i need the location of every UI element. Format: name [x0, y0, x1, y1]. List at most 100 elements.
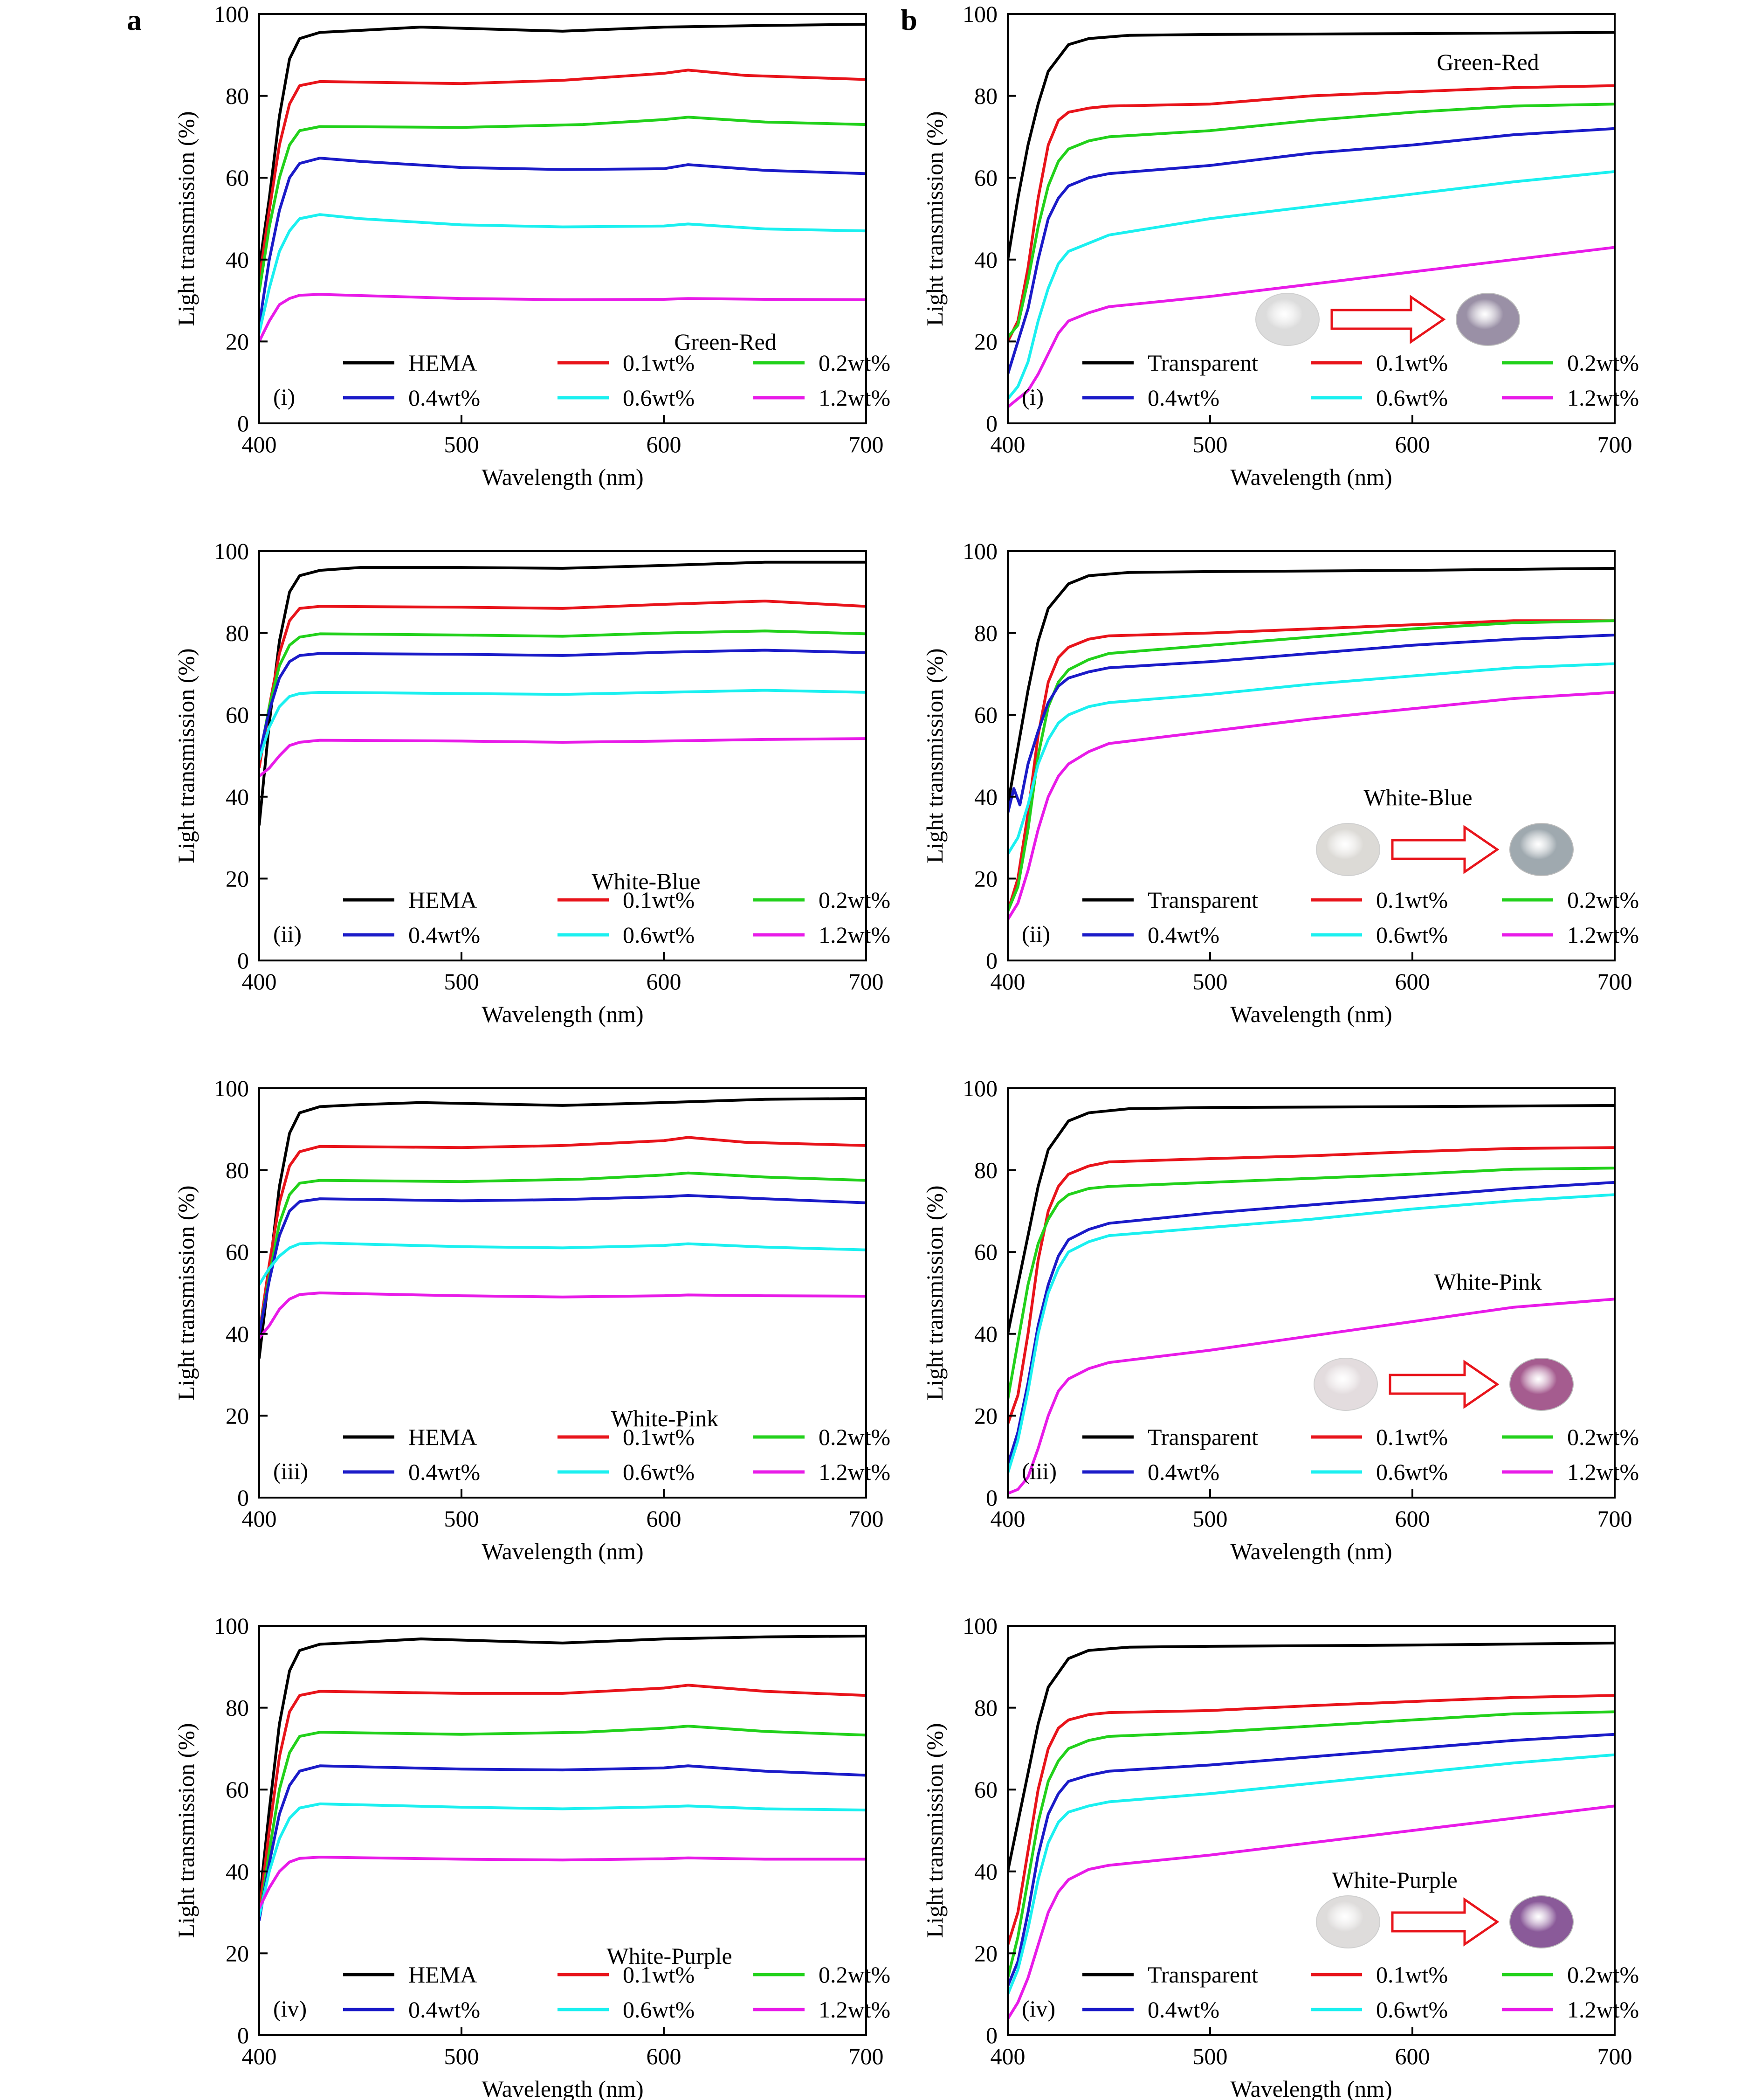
y-tick-label: 20 [226, 328, 249, 354]
y-tick-label: 40 [226, 247, 249, 273]
y-axis-label: Light transmission (%) [922, 1185, 948, 1400]
x-tick-label: 600 [1395, 968, 1430, 995]
legend-label: Transparent [1148, 1962, 1258, 1988]
y-tick-label: 40 [226, 1858, 249, 1885]
x-axis-label: Wavelength (nm) [1230, 2076, 1392, 2100]
plot-frame [258, 1087, 867, 1499]
panel-tag: (i) [273, 384, 295, 410]
y-tick-label: 0 [237, 2022, 249, 2048]
sample-label: Green-Red [674, 329, 776, 355]
legend-label: 0.4wt% [408, 1459, 480, 1485]
series-line [1008, 619, 1615, 912]
sample-photo-after [1509, 1358, 1574, 1411]
y-axis-label: Light transmission (%) [173, 111, 199, 326]
y-axis-label: Light transmission (%) [922, 1723, 948, 1938]
y-tick-label: 80 [226, 1695, 249, 1721]
chart-panel-a-3: 400 500 600 700 0 20 40 60 80 100 Wavelength (nm) L… [173, 1075, 890, 1564]
legend-label: 0.1wt% [623, 887, 695, 913]
legend-label: 0.2wt% [819, 1962, 890, 1988]
legend-label: HEMA [408, 1962, 477, 1988]
y-axis-label: Light transmission (%) [922, 648, 948, 863]
y-tick-label: 20 [226, 1940, 249, 1966]
series-line [1008, 1804, 1615, 2020]
y-tick-label: 40 [226, 784, 249, 810]
series-line [259, 1292, 866, 1339]
series-line [1008, 662, 1615, 855]
column-letter-a: a [127, 3, 142, 36]
chart-panel-a-4: 400 500 600 700 0 20 40 60 80 100 Wavelength (nm) L… [173, 1613, 890, 2100]
y-tick-label: 100 [963, 1613, 998, 1639]
y-tick-label: 80 [226, 620, 249, 646]
sample-photo-after [1509, 1895, 1574, 1948]
plot-frame [1007, 550, 1616, 961]
x-tick-label: 500 [444, 431, 479, 457]
y-tick-label: 40 [974, 1321, 998, 1347]
legend-label: Transparent [1148, 350, 1258, 376]
series-line [259, 1634, 866, 1905]
legend-label: 0.1wt% [1376, 1962, 1448, 1988]
panel-tag: (ii) [273, 921, 302, 947]
y-tick-label: 100 [963, 1, 998, 27]
series-line [1008, 127, 1615, 375]
x-axis-label: Wavelength (nm) [482, 464, 643, 490]
y-tick-label: 60 [226, 702, 249, 728]
legend-label: Transparent [1148, 1424, 1258, 1450]
legend-label: 0.6wt% [623, 1996, 695, 2023]
y-tick-label: 40 [974, 784, 998, 810]
y-axis-label: Light transmission (%) [922, 111, 948, 326]
series-line [1008, 1753, 1615, 1995]
series-line [1008, 1146, 1615, 1424]
legend-label: 0.6wt% [623, 1459, 695, 1485]
series-line [259, 1136, 866, 1334]
y-tick-label: 100 [963, 1075, 998, 1101]
x-tick-label: 600 [647, 431, 681, 457]
y-tick-label: 20 [226, 1402, 249, 1429]
x-tick-label: 600 [647, 2043, 681, 2069]
series-line [1008, 1167, 1615, 1400]
x-tick-label: 600 [1395, 2043, 1430, 2069]
x-tick-label: 400 [242, 2043, 277, 2069]
x-tick-label: 500 [1193, 431, 1228, 457]
series-line [259, 1684, 866, 1913]
y-tick-label: 60 [226, 1776, 249, 1803]
series-line [1008, 246, 1615, 408]
y-tick-label: 100 [214, 1, 249, 27]
y-tick-label: 60 [974, 1239, 998, 1265]
series-line [1008, 1104, 1615, 1334]
sample-photo-before [1316, 1895, 1380, 1948]
plot-frame [258, 550, 867, 961]
x-tick-label: 400 [991, 968, 1026, 995]
transition-arrow-icon [1389, 1360, 1500, 1409]
legend-label: 1.2wt% [819, 1459, 890, 1485]
series-line [259, 1856, 866, 1909]
x-axis-label: Wavelength (nm) [482, 1538, 643, 1564]
series-line [259, 1725, 866, 1921]
sample-photo-before [1314, 1358, 1378, 1411]
series-line [259, 23, 866, 268]
plot-frame [1007, 1087, 1616, 1499]
panel-tag: (iv) [273, 1996, 307, 2022]
legend-label: 1.2wt% [1567, 1459, 1639, 1485]
y-tick-label: 80 [974, 620, 998, 646]
legend-label: 0.2wt% [1567, 887, 1639, 913]
series-line [259, 1097, 866, 1359]
sample-label: White-Pink [611, 1405, 719, 1431]
series-line [259, 689, 866, 760]
legend-label: 0.1wt% [623, 1424, 695, 1450]
series-line [259, 600, 866, 768]
series-line [1008, 1181, 1615, 1465]
series-line [1008, 84, 1615, 342]
legend-label: 0.2wt% [1567, 1962, 1639, 1988]
y-tick-label: 20 [226, 865, 249, 891]
series-line [259, 1802, 866, 1917]
y-axis-label: Light transmission (%) [173, 1723, 199, 1938]
y-tick-label: 80 [226, 83, 249, 109]
legend-label: 0.6wt% [1376, 1996, 1448, 2023]
y-tick-label: 40 [974, 247, 998, 273]
x-tick-label: 400 [242, 1506, 277, 1532]
legend-label: 0.6wt% [623, 922, 695, 948]
legend-label: 0.4wt% [1148, 922, 1219, 948]
x-tick-label: 700 [1597, 968, 1632, 995]
sample-photo-before [1316, 823, 1380, 876]
